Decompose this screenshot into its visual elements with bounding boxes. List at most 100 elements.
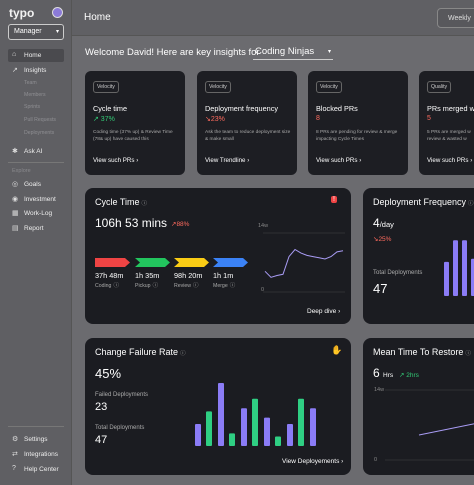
total-deployments-bar [275,436,281,446]
cycle-time-stage-bars [95,232,345,293]
sidebar-item-settings[interactable]: ⚙ Settings [8,433,64,446]
failed-deployments-bar [218,383,224,446]
info-icon[interactable]: ⓘ [180,351,186,357]
deployment-frequency-card: Deployment Frequency ⓘ 4/day ↘25% Total D… [363,188,474,324]
deployment-frequency-bars [444,240,474,296]
view-deployments-link[interactable]: View Deployements › [282,458,344,465]
deep-dive-link[interactable]: Deep dive › [307,308,341,315]
total-deployments-label: Total Deployments [373,270,423,276]
insight-link[interactable]: View Trendline › [205,157,250,164]
insight-tag: Velocity [93,81,119,93]
mttr-chart [385,389,474,461]
chart-icon: ↗ [12,67,18,74]
calendar-icon: ▦ [12,210,19,217]
sidebar-item-label: Insights [24,67,47,74]
stage-bar-review [174,258,209,267]
insight-link[interactable]: View such PRs › [93,157,139,164]
deployment-bar [453,240,458,296]
stage-bar-coding [95,258,130,267]
sidebar-item-goals[interactable]: ◎ Goals [8,178,64,191]
stage-value-coding: 37h 48m [95,271,124,280]
mttr-trend-line [418,423,474,436]
insight-link[interactable]: View such PRs › [427,157,473,164]
info-icon[interactable]: ⓘ [141,201,148,207]
explore-section-label: Explore [12,168,31,174]
mttr-change: ↗ 2hrs [399,372,419,379]
sidebar-item-report[interactable]: ▤ Report [8,222,64,235]
sidebar-item-label: Investment [24,196,56,203]
deployment-bar [471,258,474,296]
axis-label-top: 14w [258,223,269,229]
insight-card-blocked-prs: Velocity Blocked PRs 8 8 PRs are pending… [308,71,408,175]
sidebar-subitem-pull-requests[interactable]: Pull Requests [24,117,57,123]
sidebar-subitem-members[interactable]: Members [24,92,46,98]
insight-tag: Quality [427,81,452,93]
card-title: Mean Time To Restore ⓘ [373,347,471,357]
stage-label-merge: Merge ⓘ [213,283,236,289]
sidebar: typo Manager ▾ ⌂ Home ↗ Insights Team Me… [0,0,72,485]
sidebar-divider [8,162,64,163]
stage-value-pickup: 1h 35m [135,271,160,280]
stage-value-review: 98h 20m [174,271,203,280]
total-deployments-value: 47 [373,281,388,296]
top-bar: Home Weekly [72,0,474,36]
sidebar-item-label: Goals [24,181,41,188]
sidebar-item-home[interactable]: ⌂ Home [8,49,64,62]
sidebar-item-insights[interactable]: ↗ Insights [8,64,64,77]
insight-link[interactable]: View such PRs › [316,157,362,164]
total-deployments-bar [298,398,304,446]
cycle-time-card: Cycle Time ⓘ ! 106h 53 mins ↗88% 37h 48m … [85,188,351,324]
stage-bar-merge [213,258,248,267]
alert-badge-icon: ! [331,196,337,203]
insight-title: Deployment frequency [205,104,279,113]
insight-metric: ↗ 37% [93,116,115,123]
deployment-frequency-change: ↘25% [373,236,392,243]
info-icon[interactable]: ⓘ [468,201,474,207]
sidebar-item-label: Settings [24,436,48,443]
total-deployments-bar [252,398,258,446]
insight-description: Coding time (37% up) & Review Time (78& … [93,130,173,142]
role-select[interactable]: Manager ▾ [8,24,64,40]
stage-label-review: Review ⓘ [174,283,199,289]
sidebar-subitem-sprints[interactable]: Sprints [24,104,41,110]
team-select[interactable]: Coding Ninjas ▾ [253,45,333,60]
failed-deployments-label: Failed Deployments [95,392,149,398]
home-icon: ⌂ [12,51,17,58]
page-title: Home [84,12,111,23]
sidebar-subitem-deployments[interactable]: Deployments [24,130,55,136]
sidebar-item-work-log[interactable]: ▦ Work-Log [8,207,64,220]
sidebar-item-investment[interactable]: ◉ Investment [8,193,64,206]
total-deployments-bar [229,433,235,446]
mttr-title: Mean Time To Restore [373,347,464,357]
axis-label-bottom: 0 [374,457,378,463]
sidebar-subitem-team[interactable]: Team [24,80,37,86]
app-logo: typo [9,6,35,20]
welcome-text: Welcome David! Here are key insights for [85,47,260,58]
cycle-time-change: ↗88% [171,221,190,228]
team-select-value: Coding Ninjas [255,46,315,57]
axis-label-top: 14w [374,387,385,393]
period-select-button[interactable]: Weekly [437,8,474,28]
deployment-bar [444,261,449,296]
info-icon[interactable]: ⓘ [465,351,471,357]
sidebar-item-integrations[interactable]: ⇄ Integrations [8,448,64,461]
insight-description: Ask the team to reduce deployment size &… [205,130,291,142]
insight-card-deployment-frequency: Velocity Deployment frequency ↘23% Ask t… [197,71,297,175]
axis-label-bottom: 0 [261,287,265,293]
sidebar-item-label: Home [24,52,42,59]
cycle-time-title: Cycle Time [95,197,140,207]
sidebar-item-ask-ai[interactable]: ✱ Ask AI [8,145,64,158]
insight-title: PRs merged w [427,104,474,113]
help-icon: ? [12,465,16,472]
stage-value-merge: 1h 1m [213,271,234,280]
stage-label-coding: Coding ⓘ [95,283,119,289]
org-avatar[interactable] [52,7,63,18]
insight-metric: 5 [427,115,431,122]
stage-label-pickup: Pickup ⓘ [135,283,159,289]
report-icon: ▤ [12,225,19,232]
failed-deployments-value: 23 [95,401,108,413]
sidebar-item-help-center[interactable]: ? Help Center [8,463,64,476]
failed-deployments-bar [287,423,293,446]
failed-deployments-bar [195,423,201,446]
insight-metric: ↘23% [205,116,225,123]
